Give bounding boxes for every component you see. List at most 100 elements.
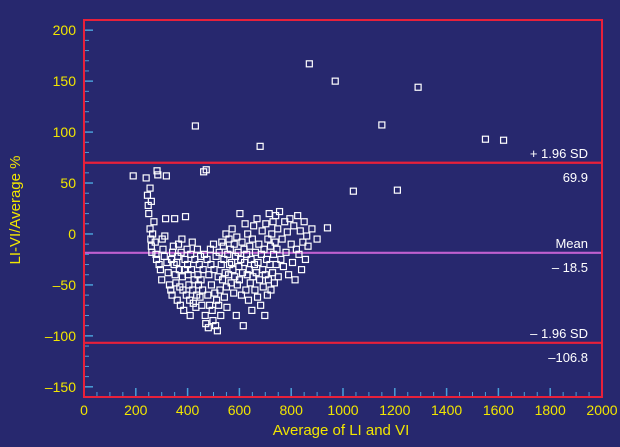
scatter-point — [250, 260, 259, 269]
scatter-point — [239, 322, 247, 330]
x-tick-label-0: 0 — [80, 402, 88, 418]
scatter-point — [223, 303, 231, 311]
scatter-point — [256, 276, 264, 284]
scatter-point — [238, 269, 247, 277]
scatter-point — [189, 286, 197, 294]
scatter-point — [191, 122, 199, 130]
x-tick-label-200: 200 — [124, 402, 148, 418]
x-tick-label-2000: 2000 — [586, 402, 617, 418]
y-tick-label-100: 100 — [53, 124, 77, 140]
scatter-point — [304, 242, 312, 250]
scatter-point — [414, 83, 422, 91]
scatter-point — [198, 301, 206, 309]
scatter-point — [204, 291, 212, 299]
scatter-point — [230, 289, 238, 297]
y-axis-label: LI-VI/Average % — [7, 156, 24, 265]
scatter-point — [275, 207, 284, 216]
scatter-point — [256, 142, 264, 150]
x-tick-label-1800: 1800 — [535, 402, 566, 418]
scatter-point — [261, 311, 269, 320]
scatter-point — [197, 276, 205, 284]
scatter-point — [270, 279, 278, 287]
scatter-point — [147, 197, 155, 205]
scatter-point — [199, 266, 207, 274]
scatter-point — [151, 238, 159, 246]
scatter-point — [158, 276, 166, 284]
scatter-point — [285, 271, 293, 279]
scatter-point — [187, 266, 196, 274]
y-tick-label--150: –150 — [45, 379, 76, 395]
scatter-point — [242, 286, 250, 294]
scatter-point — [273, 245, 281, 253]
scatter-point — [313, 235, 321, 243]
scatter-point — [175, 266, 183, 274]
scatter-point — [308, 225, 316, 233]
scatter-point — [190, 276, 198, 284]
scatter-point — [187, 250, 195, 258]
scatter-point — [164, 269, 172, 277]
y-tick-label--100: –100 — [45, 328, 76, 344]
scatter-point — [299, 238, 307, 246]
upper-line-value: 69.9 — [563, 170, 588, 185]
scatter-point — [253, 293, 262, 301]
scatter-point — [152, 250, 160, 258]
scatter-point — [213, 296, 221, 304]
scatter-point — [209, 240, 218, 248]
x-tick-label-1000: 1000 — [327, 402, 358, 418]
x-axis-label: Average of LI and VI — [273, 422, 410, 439]
scatter-point — [300, 218, 308, 226]
scatter-point — [129, 172, 137, 180]
mean-line-label: Mean — [555, 236, 588, 251]
scatter-point — [220, 255, 228, 264]
scatter-point — [305, 60, 313, 68]
scatter-point — [203, 255, 211, 264]
scatter-point — [250, 222, 258, 230]
scatter-point — [264, 235, 272, 243]
scatter-point — [295, 250, 303, 258]
scatter-point — [262, 220, 270, 228]
scatter-point — [378, 121, 386, 129]
scatter-point — [204, 324, 212, 332]
scatter-point — [161, 215, 170, 223]
x-tick-label-800: 800 — [280, 402, 304, 418]
scatter-point — [301, 255, 310, 264]
scatter-point — [142, 174, 150, 182]
scatter-point — [303, 232, 311, 240]
lower-line-value: –106.8 — [548, 350, 588, 365]
scatter-point — [148, 248, 156, 256]
scatter-point — [272, 260, 280, 269]
scatter-point — [258, 227, 266, 235]
scatter-point — [290, 222, 298, 230]
x-tick-label-600: 600 — [228, 402, 252, 418]
scatter-point — [188, 238, 196, 246]
scatter-point — [205, 271, 213, 279]
scatter-point — [268, 230, 276, 238]
scatter-point — [213, 327, 221, 335]
scatter-point — [230, 240, 238, 248]
plot-frame — [83, 19, 603, 398]
scatter-point — [228, 225, 236, 233]
scatter-point — [248, 306, 256, 314]
x-tick-label-1400: 1400 — [431, 402, 462, 418]
scatter-point — [219, 242, 227, 250]
scatter-point — [323, 224, 332, 232]
y-tick-label-200: 200 — [53, 22, 77, 38]
scatter-point — [172, 279, 180, 287]
scatter-point — [272, 212, 280, 220]
scatter-point — [268, 269, 277, 277]
scatter-point — [257, 301, 265, 309]
scatter-point — [244, 296, 253, 304]
scatter-point — [255, 240, 263, 248]
scatter-point — [393, 186, 401, 194]
scatter-point — [186, 311, 194, 320]
scatter-point — [259, 283, 267, 291]
scatter-point — [481, 135, 490, 143]
scatter-point — [202, 166, 210, 174]
scatter-point — [296, 227, 304, 235]
scatter-point — [226, 245, 234, 253]
scatter-point — [228, 258, 236, 267]
scatter-point — [274, 225, 282, 233]
scatter-point — [282, 248, 290, 256]
